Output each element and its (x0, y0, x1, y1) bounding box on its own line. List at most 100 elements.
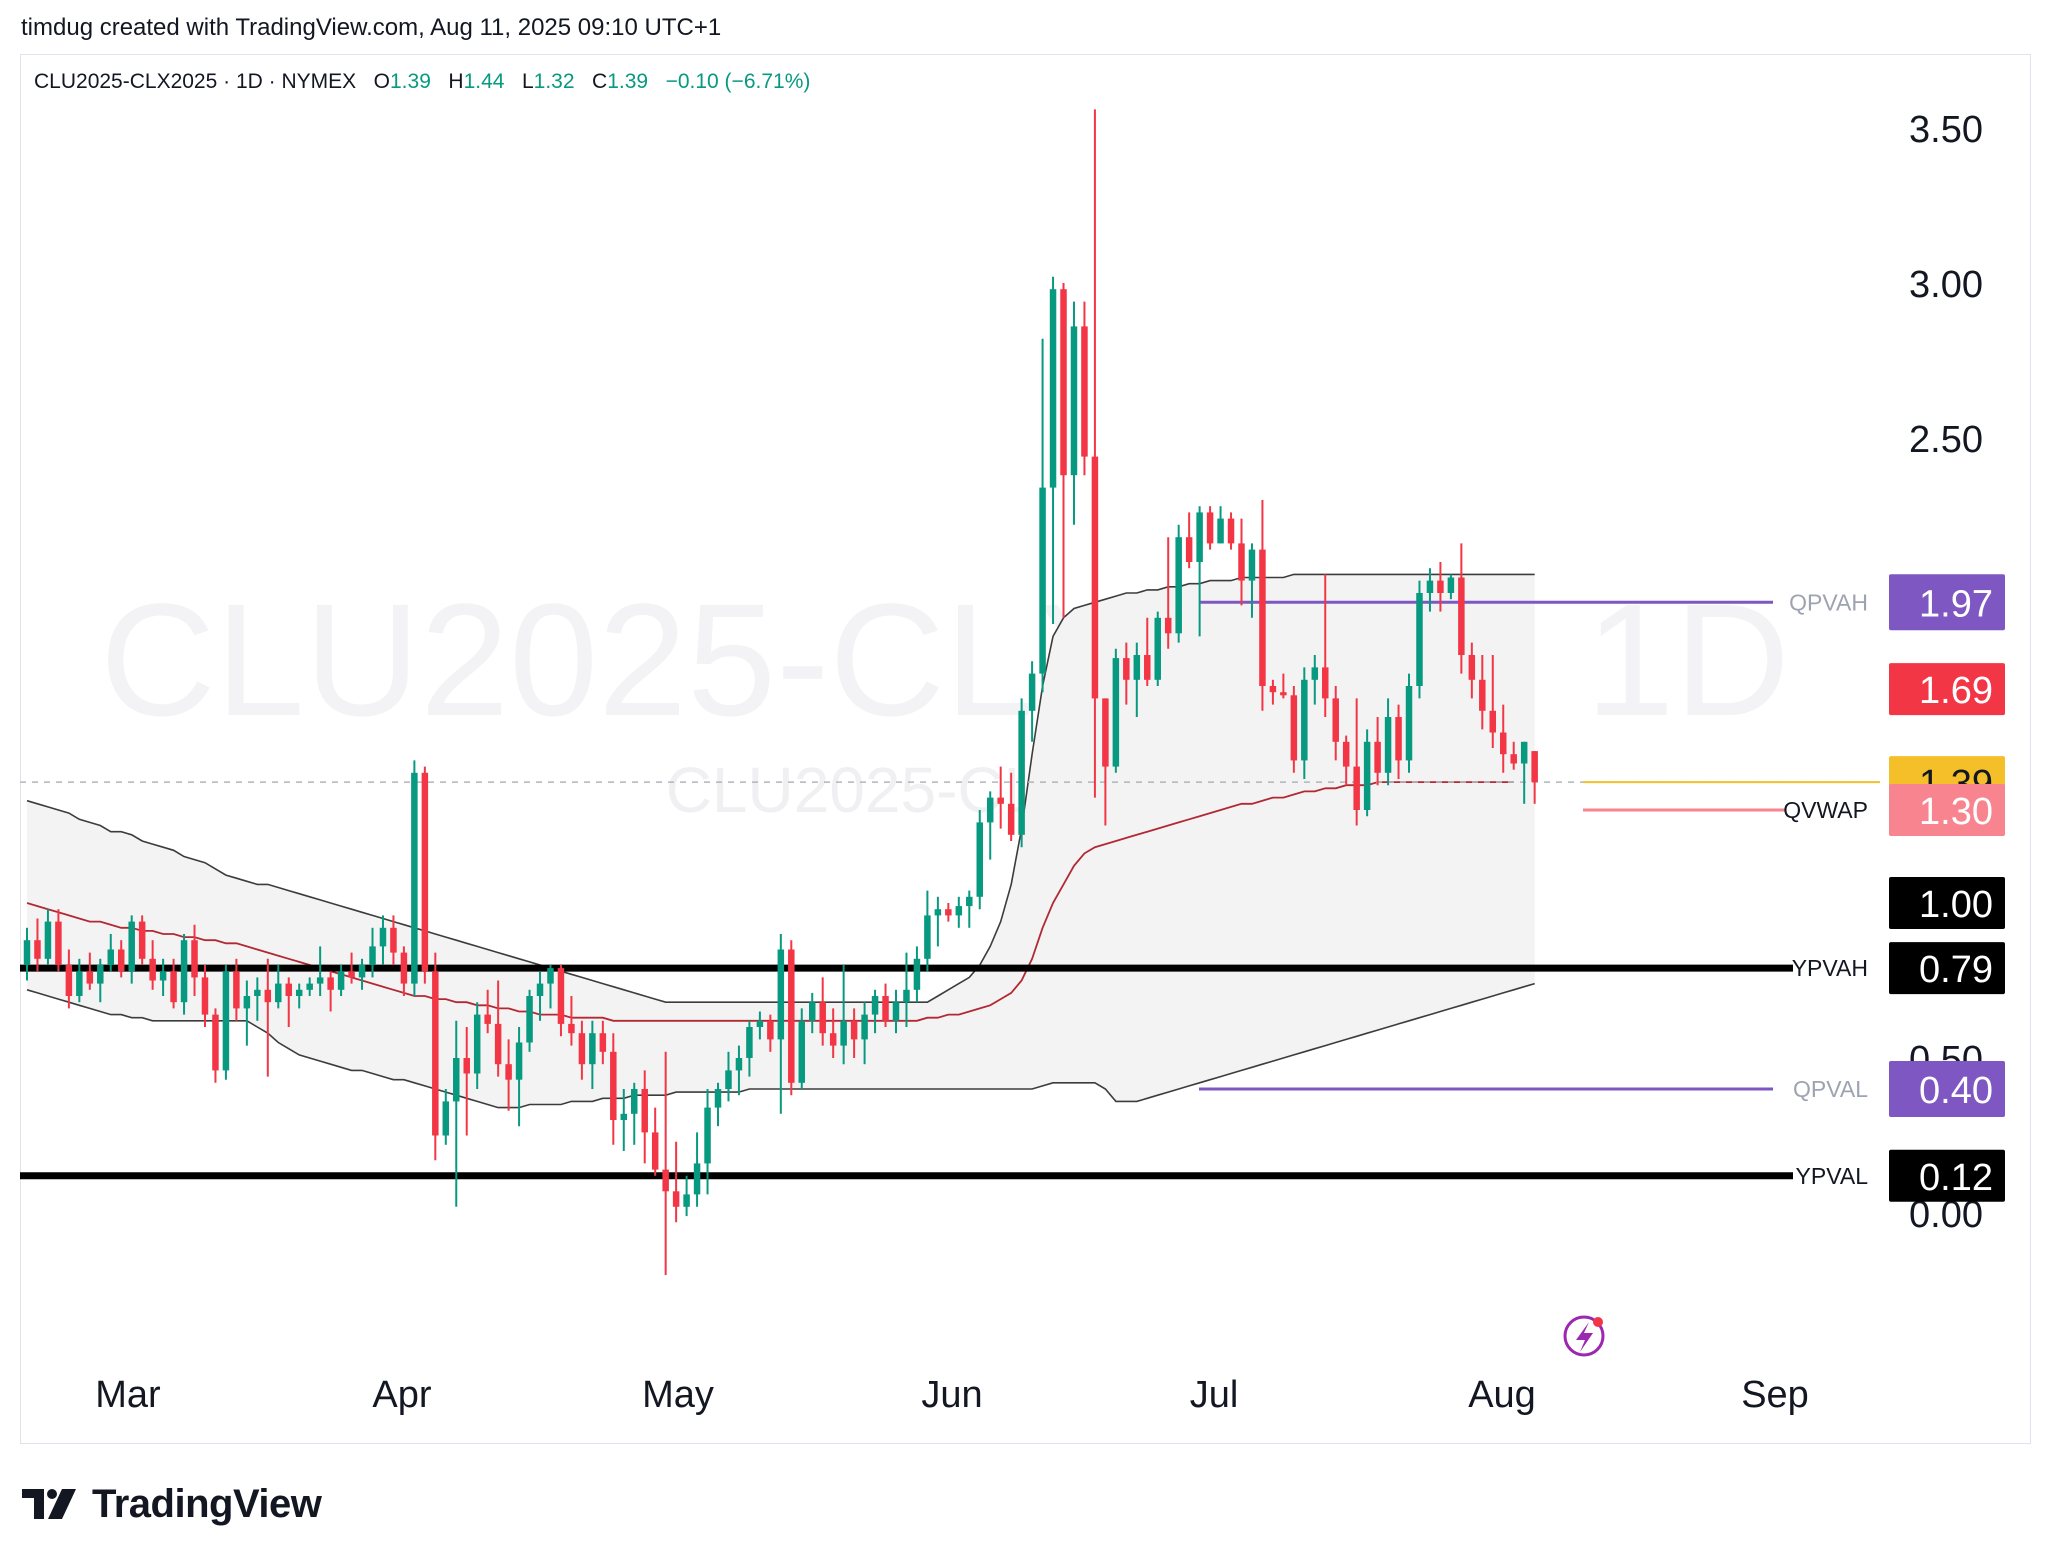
candle (1102, 698, 1109, 826)
candle (589, 1020, 596, 1089)
candle (756, 1011, 764, 1040)
candle (107, 934, 115, 972)
candle (212, 1008, 219, 1083)
candle (704, 1089, 711, 1195)
candle (1301, 667, 1308, 779)
candle (871, 989, 879, 1034)
level-value-label: 0.12 (1919, 1157, 1993, 1199)
candle (1280, 673, 1287, 699)
candle (34, 918, 41, 972)
candle (76, 958, 83, 1003)
x-tick-label: Apr (372, 1374, 431, 1416)
candle (777, 934, 785, 1114)
candle (1185, 512, 1193, 569)
candle (1416, 580, 1423, 699)
candle (411, 760, 418, 996)
candle (620, 1089, 628, 1151)
candle (1154, 611, 1161, 686)
candle (1520, 741, 1528, 804)
attribution-text: timdug created with TradingView.com, Aug… (21, 14, 722, 41)
candle (1070, 301, 1078, 525)
candle (1384, 698, 1392, 786)
candle (1123, 642, 1130, 705)
candle (536, 971, 544, 1021)
candle (159, 958, 167, 996)
candle (1206, 506, 1214, 550)
candle (1060, 283, 1067, 618)
x-tick-label: Aug (1468, 1374, 1536, 1416)
candle (1499, 704, 1507, 773)
brand-name: TradingView (92, 1481, 322, 1526)
candle (494, 980, 502, 1077)
candle (191, 924, 198, 996)
candle (1018, 698, 1025, 848)
level-value-box (1889, 663, 2005, 716)
candle (547, 965, 554, 1009)
candle (1175, 524, 1182, 643)
price-axis[interactable]: QPVAHQVWAPYPVAHQPVALYPVAL0.000.501.002.5… (1783, 109, 2005, 1236)
legend-open: O1.39 (373, 70, 431, 93)
watermark-big: CLU2025-CLX2025, 1D (100, 570, 1790, 749)
candle (1437, 562, 1444, 612)
candle (1248, 543, 1256, 618)
legend-symbol: CLU2025-CLX2025 · 1D · NYMEX (34, 70, 357, 93)
candle (1405, 673, 1413, 773)
candle (55, 909, 62, 972)
candle (44, 909, 52, 965)
candle (693, 1132, 701, 1207)
candle (264, 958, 272, 1077)
candle (97, 958, 104, 1003)
candle (892, 989, 900, 1034)
chart-frame[interactable] (20, 54, 2031, 1444)
level-value-label: 1.30 (1919, 791, 1993, 833)
candle (1091, 109, 1099, 798)
candle (882, 983, 889, 1027)
footer-brand[interactable]: TradingView (22, 1481, 322, 1526)
candle (201, 965, 209, 1027)
candle (903, 952, 910, 1027)
candle (631, 1082, 638, 1145)
legend-close: C1.39 (592, 70, 649, 93)
ypvah-name-label: YPVAH (1792, 955, 1868, 981)
candle (1489, 655, 1497, 748)
candle (788, 940, 795, 1096)
y-tick-label: 3.00 (1909, 264, 1983, 306)
candle (861, 1002, 868, 1065)
candle (976, 810, 983, 910)
candle (23, 927, 31, 981)
candle (285, 977, 292, 1027)
candle (840, 965, 847, 1065)
candle (1049, 276, 1057, 624)
candle (348, 952, 355, 984)
candle (610, 1033, 617, 1145)
candle (86, 952, 94, 990)
candle (986, 791, 994, 860)
candle (421, 766, 429, 984)
candle (243, 980, 251, 1046)
candle (568, 996, 575, 1046)
candle (390, 915, 397, 965)
candle (557, 965, 565, 1037)
candle (662, 1051, 669, 1275)
candle (955, 896, 963, 928)
candle (913, 946, 921, 1003)
level-lines (20, 600, 1880, 1180)
lightning-icon[interactable] (1563, 1315, 1605, 1357)
qpvah-name-label: QPVAH (1789, 589, 1868, 615)
candle (735, 1045, 743, 1096)
candle (1144, 617, 1151, 686)
candle (1353, 698, 1360, 826)
candle (463, 1027, 470, 1136)
candle (484, 989, 491, 1034)
candle (505, 1039, 512, 1111)
candle (1164, 537, 1172, 649)
candle (651, 1107, 659, 1176)
candle (233, 958, 240, 1021)
candle (1311, 655, 1319, 705)
candle (149, 940, 156, 990)
time-axis[interactable]: Mar Apr May Jun Jul Aug Sep (95, 1374, 1809, 1416)
candle (327, 971, 334, 1012)
candle (1531, 751, 1538, 804)
candle (526, 989, 533, 1052)
